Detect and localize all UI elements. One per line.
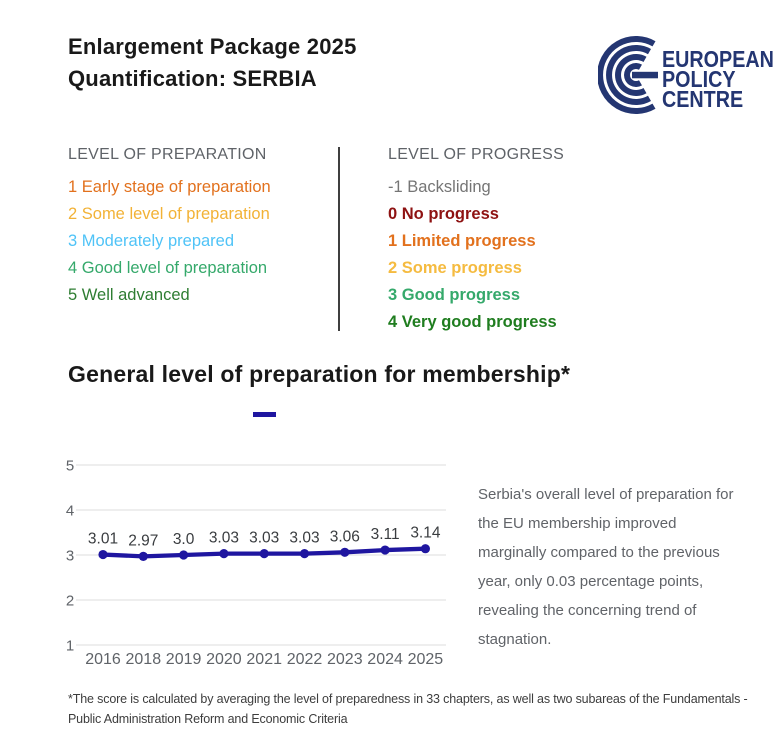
data-label: 3.14 — [410, 525, 441, 542]
data-point — [340, 547, 350, 557]
legend-progress: LEVEL OF PROGRESS -1 Backsliding 0 No pr… — [388, 145, 564, 336]
data-point — [380, 545, 390, 555]
x-axis-label: 2021 — [246, 651, 282, 668]
x-axis-label: 2019 — [166, 651, 202, 668]
epc-logo-text: EUROPEAN POLICY CENTRE — [662, 46, 774, 112]
page-title-line1: Enlargement Package 2025 — [68, 34, 357, 59]
footnote: *The score is calculated by averaging th… — [68, 692, 748, 726]
legend-item-early-stage: 1 Early stage of preparation — [68, 178, 271, 196]
y-tick-label: 2 — [66, 593, 74, 610]
chart-description: Serbia's overall level of preparation fo… — [478, 486, 734, 648]
y-tick-label: 5 — [66, 458, 74, 475]
legend-item-backsliding: -1 Backsliding — [388, 178, 491, 196]
x-axis-label: 2023 — [327, 651, 363, 668]
data-label: 3.11 — [371, 526, 400, 543]
legend-item-well-advanced: 5 Well advanced — [68, 286, 190, 304]
data-label: 3.06 — [330, 528, 360, 545]
x-axis-label: 2024 — [367, 651, 403, 668]
data-point — [259, 549, 269, 559]
legend-preparation: LEVEL OF PREPARATION 1 Early stage of pr… — [68, 145, 271, 309]
y-tick-label: 4 — [66, 503, 74, 520]
section-title: General level of preparation for members… — [68, 361, 571, 387]
data-label: 3.03 — [209, 530, 239, 547]
data-label: 2.97 — [128, 532, 158, 549]
legend-item-very-good-progress: 4 Very good progress — [388, 313, 557, 331]
data-point — [420, 544, 430, 554]
data-point — [179, 550, 189, 560]
y-tick-label: 3 — [66, 548, 74, 565]
epc-logo-mark-icon — [598, 36, 658, 114]
page-title-line2: Quantification: SERBIA — [68, 66, 317, 91]
legend-item-good-level: 4 Good level of preparation — [68, 259, 268, 277]
data-point — [299, 549, 310, 559]
line-chart: 1 2 3 4 5 3.01 2016 2.97 2018 3.0 2019 3.03 2020 3.03… — [66, 458, 446, 668]
epc-logo-word-european: EUROPEAN — [662, 46, 774, 72]
page-title: Enlargement Package 2025 Quantification:… — [68, 31, 357, 95]
epc-logo-word-policy: POLICY — [662, 66, 736, 92]
data-point — [138, 551, 148, 561]
x-axis-label: 2020 — [206, 651, 242, 668]
epc-logo-word-centre: CENTRE — [662, 86, 744, 112]
series-legend-dash — [253, 412, 276, 417]
legend-item-good-progress: 3 Good progress — [388, 286, 521, 304]
data-point — [98, 549, 108, 560]
legend-progress-title: LEVEL OF PROGRESS — [388, 146, 565, 163]
epc-logo: EUROPEAN POLICY CENTRE — [598, 36, 783, 116]
x-axis-label: 2016 — [85, 651, 121, 668]
legend-item-no-progress: 0 No progress — [388, 205, 499, 223]
legend-item-moderately-prepared: 3 Moderately prepared — [68, 232, 235, 250]
legend-item-some-level: 2 Some level of preparation — [68, 205, 270, 223]
legend-preparation-title: LEVEL OF PREPARATION — [68, 146, 267, 163]
data-point — [219, 549, 229, 559]
y-tick-label: 1 — [66, 638, 74, 655]
data-label: 3.03 — [249, 530, 279, 547]
data-label: 3.01 — [88, 531, 118, 548]
x-axis-label: 2025 — [408, 651, 444, 668]
x-axis-label: 2018 — [126, 651, 162, 668]
legend-item-some-progress: 2 Some progress — [388, 259, 522, 277]
data-label: 3.03 — [289, 530, 319, 547]
legend-divider — [338, 147, 340, 331]
data-label: 3.0 — [173, 531, 195, 548]
x-axis-label: 2022 — [287, 651, 323, 668]
legend-item-limited-progress: 1 Limited progress — [388, 232, 536, 250]
